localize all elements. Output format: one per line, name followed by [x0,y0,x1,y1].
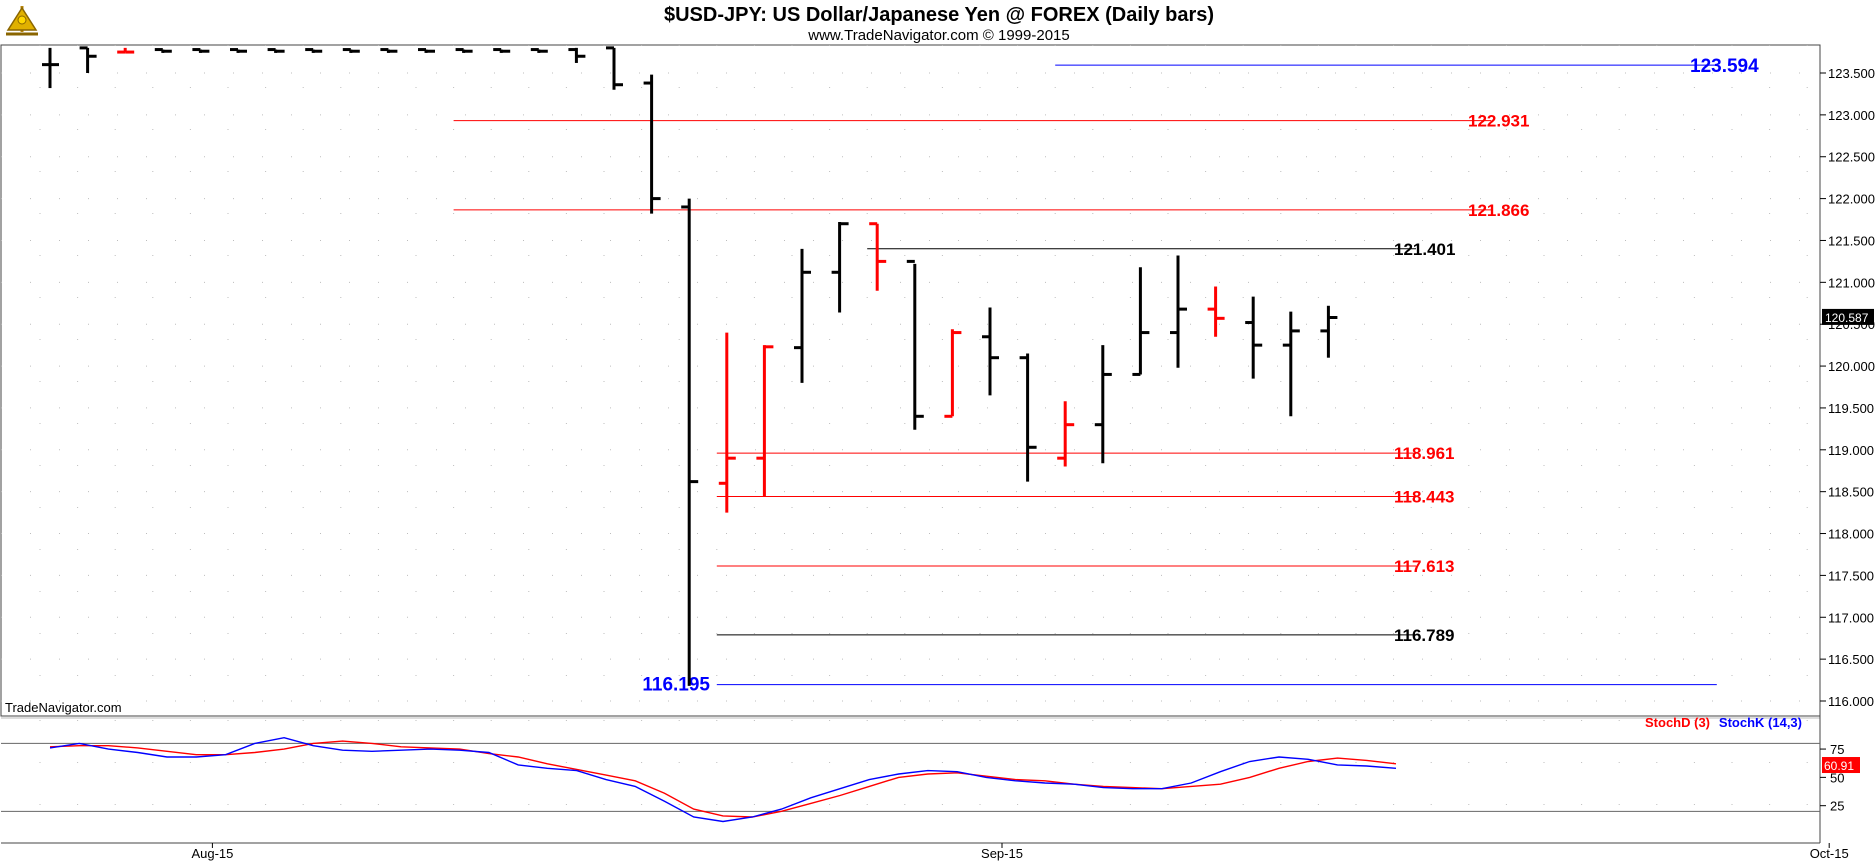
sextant-logo-icon [6,6,38,36]
level-label: 116.789 [1394,626,1455,645]
level-label: 121.866 [1468,201,1529,220]
y-tick-label: 123.500 [1828,66,1875,81]
y-tick-label: 116.000 [1828,694,1874,709]
y-tick-label: 120.000 [1828,359,1875,374]
stoch-series-line [49,736,1397,823]
x-tick-label: Aug-15 [191,846,233,861]
level-label: 116.195 [642,675,710,696]
chart-subtitle: www.TradeNavigator.com © 1999-2015 [807,27,1069,44]
y-tick-label: 122.000 [1828,192,1875,207]
header: $USD-JPY: US Dollar/Japanese Yen @ FOREX… [6,4,1214,44]
stoch-y-tick-label: 25 [1830,799,1844,814]
stoch-series-line [49,740,1397,818]
stoch-grid [1,720,1820,843]
y-tick-label: 119.000 [1828,443,1874,458]
level-label: 121.401 [1394,240,1455,259]
level-label: 118.443 [1394,487,1455,506]
last-price-label: 120.587 [1825,311,1869,325]
y-tick-label: 121.000 [1828,275,1875,290]
x-tick-label: Oct-15 [1810,846,1849,861]
y-tick-label: 117.000 [1828,610,1874,625]
y-tick-label: 118.000 [1828,527,1874,542]
stoch-last-label: 60.91 [1824,759,1854,773]
y-tick-label: 123.000 [1828,108,1875,123]
watermark-label: TradeNavigator.com [5,700,122,715]
stochastic-panel: 25 50 75 StochD (3) StochK (14,3) 60.91 [49,715,1860,823]
y-tick-label: 118.500 [1828,485,1874,500]
stoch-y-tick-label: 75 [1830,742,1844,757]
price-panel-frame [0,44,1821,717]
level-label: 123.594 [1690,56,1759,77]
y-tick-label: 122.500 [1828,150,1875,165]
price-grid [1,45,1820,716]
legend-stochk: StochK (14,3) [1719,715,1802,730]
price-axis: 116.000 116.500 117.000 117.500 118.000 118.5… [1820,66,1875,709]
x-tick-label: Sep-15 [981,846,1023,861]
y-tick-label: 117.500 [1828,568,1874,583]
stoch-last-box [1822,757,1860,774]
support-resistance-levels: 123.594 122.931 121.866 121.401 118.961 118.4… [453,56,1759,696]
level-label: 117.613 [1394,557,1455,576]
legend-stochd: StochD (3) [1645,715,1710,730]
level-label: 118.961 [1394,444,1455,463]
chart-title: $USD-JPY: US Dollar/Japanese Yen @ FOREX… [664,4,1214,26]
level-label: 122.931 [1468,112,1529,131]
time-axis: Aug-15 Sep-15 Oct-15 [191,843,1849,861]
price-bars [42,46,1338,686]
stoch-y-tick-label: 50 [1830,770,1844,785]
last-price-box [1822,308,1874,325]
y-tick-label: 119.500 [1828,401,1874,416]
y-tick-label: 116.500 [1828,652,1874,667]
y-tick-label: 121.500 [1828,233,1875,248]
